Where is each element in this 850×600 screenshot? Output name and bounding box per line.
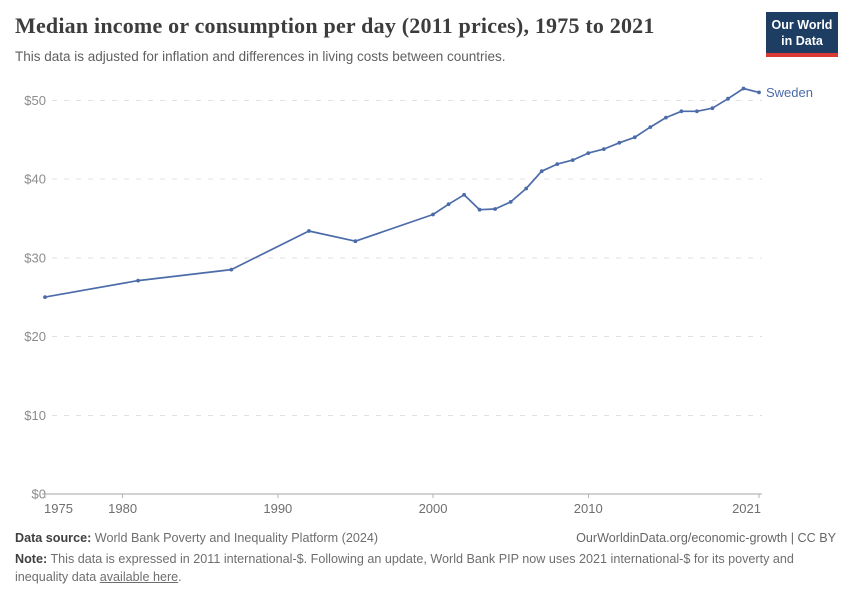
data-point[interactable] — [586, 151, 591, 156]
data-source-label: Data source: — [15, 531, 92, 545]
y-axis-tick-label: $40 — [24, 172, 46, 187]
data-point[interactable] — [757, 90, 761, 95]
data-point[interactable] — [43, 295, 47, 299]
note-text: This data is expressed in 2011 internati… — [15, 552, 794, 584]
data-point[interactable] — [477, 207, 482, 212]
data-point[interactable] — [679, 109, 684, 114]
data-point[interactable] — [555, 162, 560, 167]
y-axis-tick-label: $50 — [24, 93, 46, 108]
attribution-link[interactable]: OurWorldinData.org/economic-growth | CC … — [576, 531, 836, 545]
data-point[interactable] — [570, 158, 575, 163]
data-point[interactable] — [431, 212, 435, 217]
data-point[interactable] — [710, 106, 715, 111]
data-point[interactable] — [601, 147, 606, 152]
x-axis-tick-label: 1980 — [108, 501, 137, 516]
data-point[interactable] — [508, 200, 513, 204]
x-axis-tick-label: 2021 — [732, 501, 761, 516]
data-point[interactable] — [617, 140, 622, 145]
data-point[interactable] — [446, 202, 451, 207]
data-point[interactable] — [493, 207, 497, 211]
x-axis-tick-label: 2010 — [574, 501, 603, 516]
data-point[interactable] — [229, 267, 234, 272]
data-source: Data source: World Bank Poverty and Ineq… — [15, 531, 378, 545]
data-point[interactable] — [307, 229, 311, 233]
data-point[interactable] — [136, 278, 141, 283]
x-axis-tick-label: 1990 — [263, 501, 292, 516]
series-end-label[interactable]: Sweden — [766, 85, 813, 100]
note-suffix: . — [178, 569, 182, 584]
data-point[interactable] — [632, 135, 637, 140]
x-axis-tick-label: 2000 — [419, 501, 448, 516]
data-point[interactable] — [726, 96, 730, 101]
line-chart[interactable]: $0 $10 $20 $30 $40 $50 1975 1980 1990 2000 2010 202… — [0, 0, 850, 530]
chart-footer: Data source: World Bank Poverty and Ineq… — [15, 531, 836, 587]
available-here-link[interactable]: available here — [99, 569, 179, 584]
chart-subtitle: This data is adjusted for inflation and … — [15, 49, 506, 64]
data-point[interactable] — [353, 239, 358, 244]
x-axis-tick-label: 1975 — [44, 501, 73, 516]
owid-logo-line1: Our World — [771, 18, 833, 32]
y-axis-tick-label: $20 — [24, 329, 46, 344]
data-point[interactable] — [664, 115, 668, 120]
data-point[interactable] — [695, 109, 699, 114]
owid-logo[interactable]: Our World in Data — [766, 12, 838, 57]
y-axis-tick-label: $10 — [24, 408, 46, 423]
data-source-value: World Bank Poverty and Inequality Platfo… — [91, 531, 379, 545]
data-point[interactable] — [741, 86, 746, 91]
chart-title: Median income or consumption per day (20… — [15, 13, 655, 38]
series-line[interactable] — [44, 87, 760, 298]
y-axis-tick-label: $0 — [32, 487, 46, 502]
data-point[interactable] — [524, 186, 529, 191]
owid-logo-line2: in Data — [781, 34, 823, 49]
y-axis-tick-label: $30 — [24, 250, 46, 265]
data-point[interactable] — [462, 192, 466, 197]
data-point[interactable] — [648, 125, 653, 129]
note-label: Note: — [15, 552, 48, 566]
data-point[interactable] — [539, 169, 544, 174]
chart-note: Note: This data is expressed in 2011 int… — [15, 551, 827, 587]
